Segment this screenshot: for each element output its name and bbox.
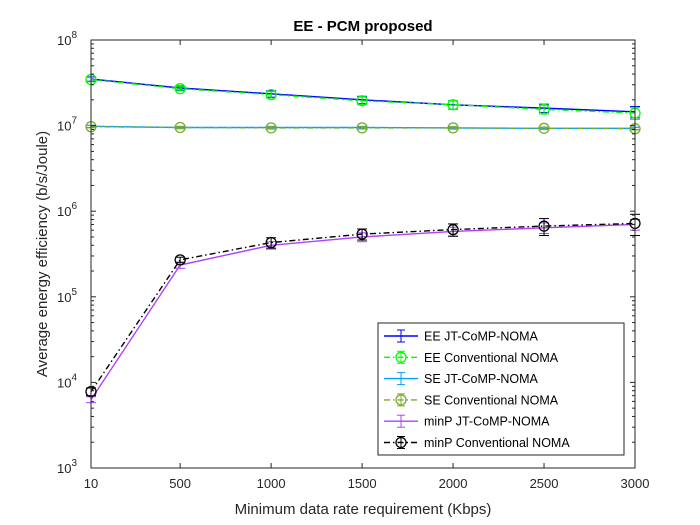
data-point: [356, 228, 368, 240]
data-point: [265, 236, 277, 249]
legend-item[interactable]: EE Conventional NOMA: [384, 350, 559, 365]
series-2: [85, 73, 641, 120]
legend-item[interactable]: SE Conventional NOMA: [384, 393, 559, 407]
data-point: [538, 103, 550, 115]
y-tick-label: 108: [57, 30, 77, 48]
legend-item[interactable]: EE JT-CoMP-NOMA: [384, 329, 539, 344]
data-point: [174, 121, 186, 134]
chart-title: EE - PCM proposed: [293, 18, 432, 35]
y-tick-label: 106: [57, 201, 77, 219]
data-point: [174, 254, 186, 266]
data-point: [447, 223, 459, 236]
legend-label: minP JT-CoMP-NOMA: [424, 415, 550, 429]
x-tick-label: 2000: [439, 476, 468, 491]
y-axis: 103 104 105 106 107 108: [57, 30, 635, 476]
x-tick-label: 1500: [348, 476, 377, 491]
y-tick-label: 103: [57, 458, 77, 476]
x-tick-label: 10: [84, 476, 98, 491]
x-tick-label: 500: [169, 476, 191, 491]
x-tick-label: 1000: [257, 476, 286, 491]
legend-label: EE Conventional NOMA: [424, 351, 559, 365]
data-point: [265, 88, 277, 101]
x-axis: 10 500 1000 1500 2000 2500 3000: [84, 40, 650, 491]
data-point: [538, 220, 550, 232]
data-point: [174, 83, 186, 95]
x-tick-label: 3000: [621, 476, 650, 491]
legend-item[interactable]: minP JT-CoMP-NOMA: [384, 414, 550, 429]
plot-frame: [90, 39, 636, 469]
legend-swatch-marker: [395, 351, 407, 363]
legend-label: SE Conventional NOMA: [424, 393, 559, 407]
legend-swatch-marker: [395, 436, 407, 449]
y-tick-label: 107: [57, 116, 77, 134]
legend-item[interactable]: minP Conventional NOMA: [384, 436, 570, 450]
x-axis-label: Minimum data rate requirement (Kbps): [235, 501, 492, 518]
data-point: [447, 99, 459, 111]
data-point: [447, 122, 459, 134]
legend-item[interactable]: SE JT-CoMP-NOMA: [384, 372, 539, 386]
legend-box: [377, 322, 625, 456]
data-point: [356, 122, 368, 134]
y-axis-label: Average energy efficiency (b/s/Joule): [34, 131, 51, 377]
data-point: [265, 122, 277, 134]
legend[interactable]: EE JT-CoMP-NOMA EE Conventional NOMA SE JT…: [377, 322, 625, 456]
y-tick-label: 104: [57, 372, 77, 390]
x-tick-label: 2500: [530, 476, 559, 491]
legend-swatch-marker: [395, 394, 407, 406]
legend-label: minP Conventional NOMA: [424, 436, 570, 450]
y-tick-label: 105: [57, 287, 77, 305]
data-point: [356, 95, 368, 107]
legend-label: SE JT-CoMP-NOMA: [424, 372, 539, 386]
data-point: [538, 122, 550, 134]
legend-label: EE JT-CoMP-NOMA: [424, 330, 539, 344]
